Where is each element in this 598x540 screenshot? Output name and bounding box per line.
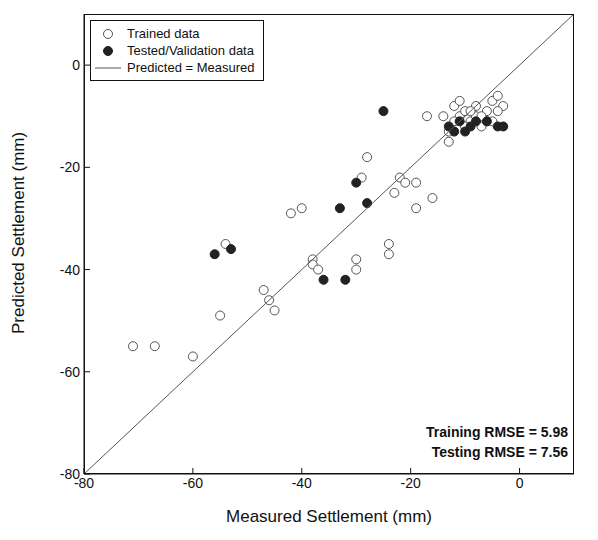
html-text:Trained data: Trained data [127,26,200,41]
svg-text:-60: -60 [60,364,80,380]
html-text:Testing RMSE = 7.56: Testing RMSE = 7.56 [431,444,568,460]
svg-text:-20: -20 [401,475,421,491]
html-text:Training RMSE = 5.98: Training RMSE = 5.98 [426,424,568,440]
svg-text:0: 0 [72,57,80,73]
html-text:Tested/Validation data: Tested/Validation data [127,43,254,58]
svg-text:Predicted Settlement (mm): Predicted Settlement (mm) [9,132,28,334]
html-text:Predicted = Measured: Predicted = Measured [127,60,255,75]
svg-text:-40: -40 [60,262,80,278]
svg-text:0: 0 [516,475,524,491]
svg-text:-80: -80 [60,466,80,482]
svg-text:Measured Settlement (mm): Measured Settlement (mm) [226,507,432,526]
svg-text:-20: -20 [60,159,80,175]
svg-text:-40: -40 [292,475,312,491]
svg-text:-80: -80 [73,474,95,491]
svg-text:-60: -60 [183,475,203,491]
